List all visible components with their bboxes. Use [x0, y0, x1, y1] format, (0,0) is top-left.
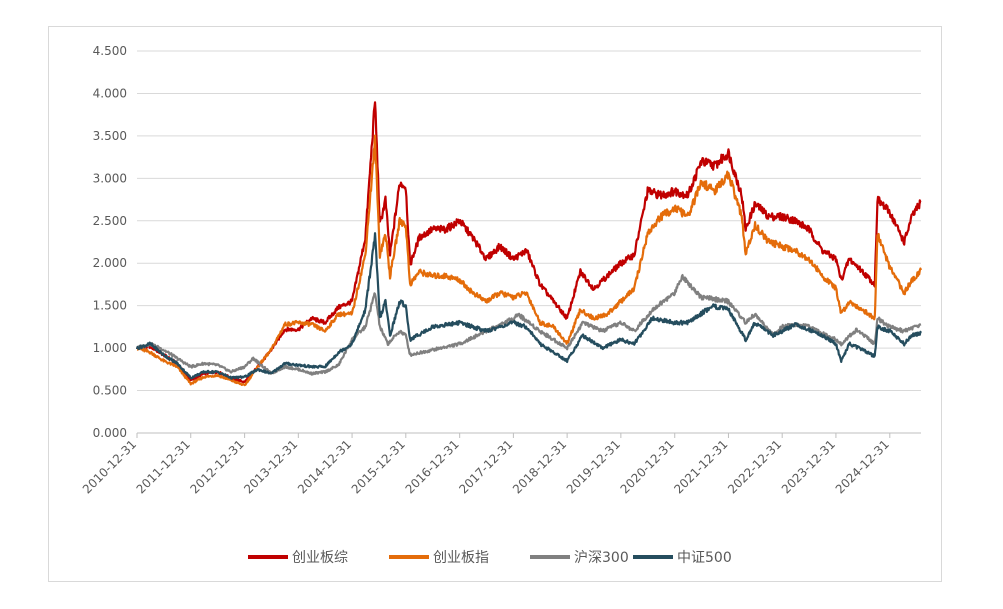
y-tick-label: 3.000: [93, 171, 127, 185]
y-tick-label: 1.500: [93, 299, 127, 313]
legend-label: 沪深300: [574, 550, 629, 566]
y-tick-label: 1.000: [93, 341, 127, 355]
y-tick-label: 0.500: [93, 384, 127, 398]
chart-frame: [48, 26, 942, 582]
legend: 创业板综 创业板指 沪深300 中证500: [248, 550, 732, 566]
x-tick-label: 2022-12-31: [725, 437, 784, 496]
x-tick-label: 2024-12-31: [833, 437, 892, 496]
x-tick-label: 2017-12-31: [456, 437, 515, 496]
x-tick-label: 2012-12-31: [188, 437, 247, 496]
y-tick-label: 4.500: [93, 44, 127, 58]
x-tick-label: 2015-12-31: [349, 437, 408, 496]
series-line: [136, 273, 922, 376]
x-tick-label: 2023-12-31: [779, 437, 838, 496]
y-tick-label: 3.500: [93, 129, 127, 143]
x-tick-label: 2011-12-31: [134, 437, 193, 496]
gridlines: [137, 50, 921, 392]
y-tick-label: 0.000: [93, 426, 127, 440]
x-tick-label: 2021-12-31: [671, 437, 730, 496]
series-line: [136, 134, 923, 387]
y-tick-label: 2.000: [93, 256, 127, 270]
legend-label: 创业板综: [292, 550, 348, 566]
series-line: [135, 232, 922, 380]
legend-label: 创业板指: [433, 550, 489, 566]
x-axis: 2010-12-312011-12-312012-12-312013-12-31…: [80, 432, 921, 496]
y-tick-label: 2.500: [93, 214, 127, 228]
y-tick-label: 4.000: [93, 86, 127, 100]
x-tick-label: 2016-12-31: [403, 437, 462, 496]
series-line: [135, 101, 922, 384]
x-tick-label: 2010-12-31: [80, 437, 139, 496]
x-tick-label: 2018-12-31: [510, 437, 569, 496]
x-tick-label: 2013-12-31: [241, 437, 300, 496]
series-lines: [135, 101, 923, 387]
y-axis: 0.000 0.500 1.000 1.500 2.000 2.500 3.000 3.500…: [93, 44, 127, 440]
x-tick-label: 2020-12-31: [618, 437, 677, 496]
legend-label: 中证500: [677, 550, 732, 566]
x-tick-label: 2014-12-31: [295, 437, 354, 496]
x-tick-label: 2019-12-31: [564, 437, 623, 496]
